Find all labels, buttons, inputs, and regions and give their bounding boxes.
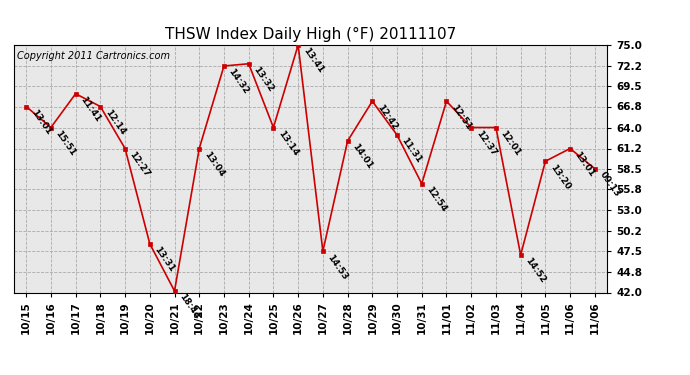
Text: 12:51: 12:51 [449, 103, 473, 131]
Text: 13:04: 13:04 [202, 150, 226, 178]
Text: 18:44: 18:44 [177, 292, 201, 321]
Text: 14:53: 14:53 [326, 253, 350, 281]
Text: 15:51: 15:51 [54, 129, 77, 158]
Text: 12:27: 12:27 [128, 150, 152, 178]
Text: 12:42: 12:42 [375, 103, 399, 131]
Text: 09:13: 09:13 [598, 170, 622, 199]
Text: 14:01: 14:01 [351, 142, 374, 171]
Title: THSW Index Daily High (°F) 20111107: THSW Index Daily High (°F) 20111107 [165, 27, 456, 42]
Text: 13:14: 13:14 [276, 129, 300, 158]
Text: 11:31: 11:31 [400, 136, 424, 165]
Text: 13:01: 13:01 [573, 150, 597, 178]
Text: 14:52: 14:52 [524, 256, 547, 285]
Text: 12:14: 12:14 [103, 108, 127, 136]
Text: 12:54: 12:54 [424, 185, 448, 214]
Text: 12:37: 12:37 [474, 129, 498, 158]
Text: 13:41: 13:41 [301, 46, 325, 75]
Text: Copyright 2011 Cartronics.com: Copyright 2011 Cartronics.com [17, 51, 170, 61]
Text: 13:01: 13:01 [29, 108, 52, 136]
Text: 13:32: 13:32 [251, 65, 275, 94]
Text: 14:32: 14:32 [227, 68, 250, 96]
Text: 12:01: 12:01 [499, 129, 522, 158]
Text: 13:20: 13:20 [548, 163, 572, 191]
Text: 13:31: 13:31 [152, 245, 177, 274]
Text: 11:41: 11:41 [79, 95, 102, 124]
